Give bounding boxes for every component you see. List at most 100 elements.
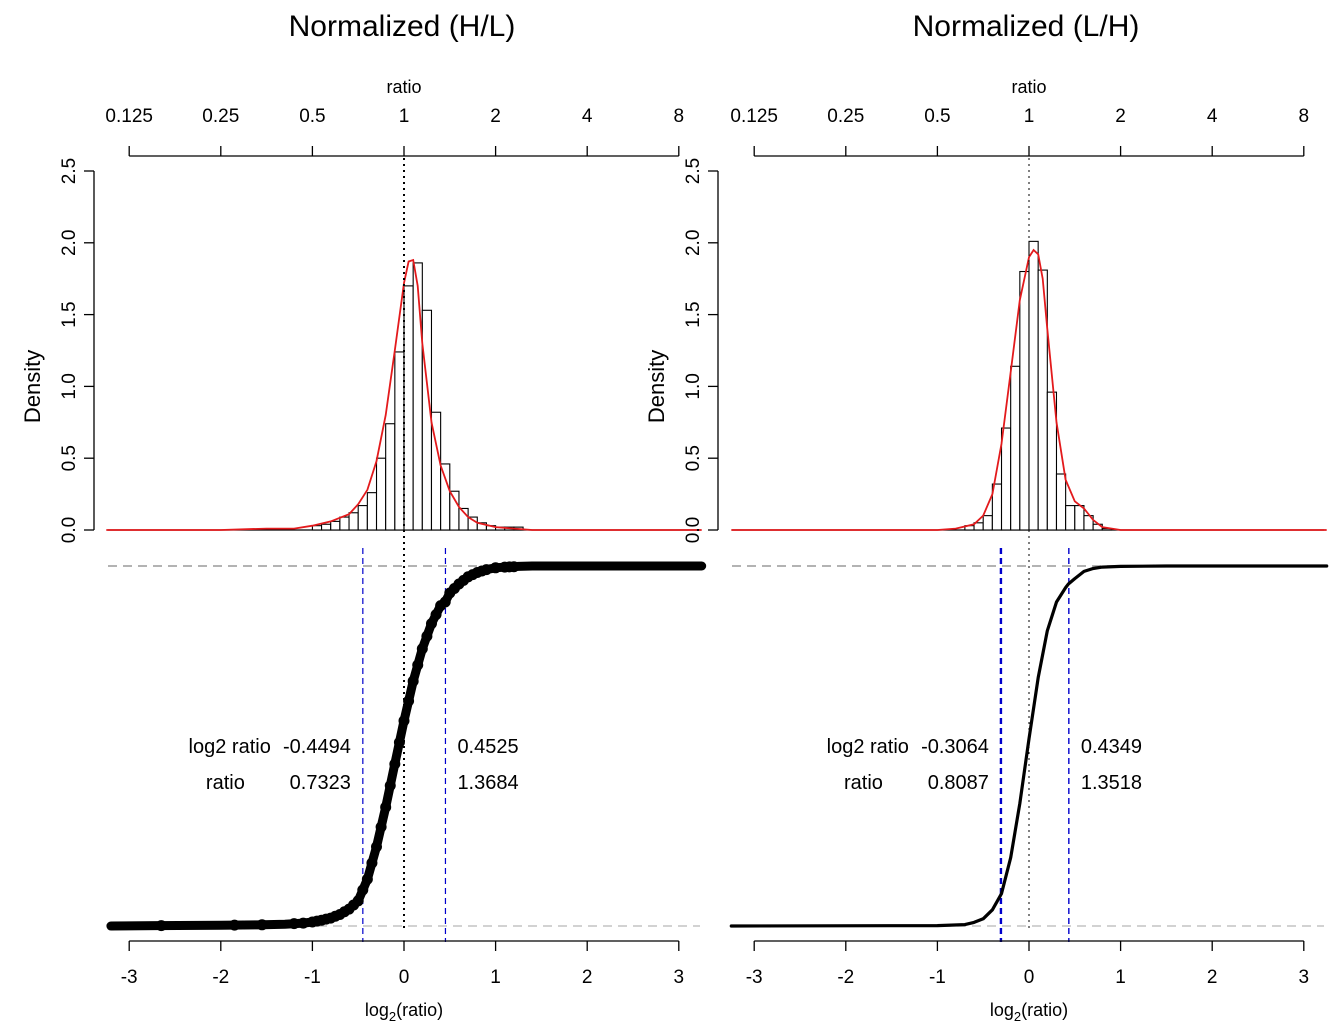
x-axis-tick-label: 2 — [582, 967, 593, 988]
cdf-point — [384, 780, 396, 792]
histogram-bar — [1083, 515, 1094, 531]
x-axis-tick-label: 1 — [1115, 967, 1126, 988]
y-axis-tick-label: 1.5 — [59, 301, 80, 327]
annotation-ratio-high: 1.3684 — [457, 772, 518, 794]
histogram-bar — [385, 423, 396, 531]
cdf-point — [357, 884, 369, 896]
cdf-points — [155, 561, 520, 932]
cdf-point — [412, 659, 424, 671]
cdf-point — [288, 918, 300, 930]
cdf-point — [421, 630, 433, 642]
cdf-point — [407, 675, 419, 687]
density-curve — [106, 258, 702, 531]
cdf-point — [155, 920, 167, 932]
density-curve — [731, 248, 1327, 531]
cdf-point — [380, 801, 392, 813]
chart-title: Normalized (H/L) — [289, 10, 516, 43]
histogram-bar — [440, 463, 451, 531]
y-axis-tick-label: 0.5 — [59, 445, 80, 471]
y-axis-tick-label: 2.0 — [683, 230, 704, 256]
chart-panel-right: Normalized (L/H) 0.125 0.25 0.5 1 2 4 8 ratio 0.0… — [644, 10, 1329, 1024]
cdf-point — [425, 618, 437, 630]
y-axis: 0.0 0.5 1.0 1.5 2.0 2.5 Density — [20, 158, 95, 543]
top-ratio-axis: 0.125 0.25 0.5 1 2 4 8 ratio — [105, 77, 685, 157]
annotation-ratio-label: ratio — [206, 772, 245, 794]
y-axis-label: Density — [20, 350, 45, 423]
histogram-bar — [449, 490, 460, 531]
annotation-log2-low: -0.4494 — [283, 736, 351, 758]
top-axis-label: ratio — [386, 77, 421, 97]
y-axis-tick-label: 1.5 — [683, 301, 704, 327]
histogram-bar — [1000, 427, 1012, 531]
annotation-ratio-high: 1.3518 — [1081, 772, 1142, 794]
histogram-bar — [321, 523, 332, 531]
top-axis-tick-label: 2 — [490, 106, 501, 127]
cdf-point — [403, 695, 415, 707]
histogram-bar — [421, 309, 433, 531]
y-axis-tick-label: 0.0 — [59, 517, 80, 543]
x-axis-tick-label: -3 — [746, 967, 763, 988]
annotation-log2-high: 0.4349 — [1081, 736, 1142, 758]
top-axis-tick-label: 0.125 — [730, 106, 778, 127]
histogram-bar — [394, 351, 405, 531]
top-axis-tick-label: 4 — [1207, 106, 1218, 127]
annotation-log2-high: 0.4525 — [457, 736, 518, 758]
y-axis-label: Density — [644, 350, 669, 423]
histogram-bar — [1010, 365, 1021, 531]
y-axis-tick-label: 2.0 — [59, 230, 80, 256]
top-axis-tick-label: 8 — [674, 106, 685, 127]
x-axis-label-subscript: 2 — [1014, 1009, 1021, 1024]
top-axis-tick-label: 4 — [582, 106, 593, 127]
x-axis-tick-label: 0 — [1024, 967, 1035, 988]
histogram-bar — [1019, 270, 1030, 531]
top-axis-tick-label: 2 — [1115, 106, 1126, 127]
histogram-bar — [366, 492, 378, 531]
x-axis-label-subscript: 2 — [389, 1009, 396, 1024]
histogram-bar — [1028, 240, 1039, 531]
chart-title: Normalized (L/H) — [913, 10, 1140, 43]
x-axis-tick-label: -1 — [304, 967, 321, 988]
y-axis-tick-label: 2.5 — [59, 158, 80, 184]
x-axis-label-paren: (ratio) — [396, 1000, 443, 1020]
annotation-ratio-low: 0.7323 — [290, 772, 351, 794]
cdf-point — [366, 857, 378, 869]
histogram-bar — [375, 457, 387, 531]
cdf-point — [430, 609, 442, 621]
histogram-bars — [964, 240, 1112, 531]
x-axis-label-base: log — [990, 1000, 1014, 1020]
top-axis-tick-label: 0.25 — [827, 106, 864, 127]
cdf-point — [508, 561, 520, 573]
y-axis: 0.0 0.5 1.0 1.5 2.0 2.5 Density — [644, 158, 719, 543]
x-axis-tick-label: 1 — [490, 967, 501, 988]
top-axis-tick-label: 0.125 — [105, 106, 153, 127]
histogram-bar — [357, 505, 368, 531]
x-axis-label: log2(ratio) — [365, 1000, 443, 1024]
cdf-point — [256, 919, 268, 931]
x-axis-tick-label: -3 — [121, 967, 138, 988]
cdf-point — [371, 841, 383, 853]
cdf-point — [352, 895, 364, 907]
histogram-bar — [1055, 473, 1067, 531]
cdf-point — [393, 736, 405, 748]
cdf-point — [480, 564, 492, 576]
histogram-bar — [403, 285, 414, 531]
top-axis-label: ratio — [1011, 77, 1046, 97]
histogram-bar — [982, 515, 993, 531]
annotation-ratio-low: 0.8087 — [928, 772, 989, 794]
y-axis-tick-label: 0.0 — [683, 517, 704, 543]
top-axis-tick-label: 0.5 — [924, 106, 950, 127]
top-axis-tick-label: 8 — [1299, 106, 1310, 127]
histogram-bar — [1046, 391, 1058, 531]
cdf-point — [490, 562, 502, 574]
x-axis-label: log2(ratio) — [990, 1000, 1068, 1024]
x-axis-label-paren: (ratio) — [1021, 1000, 1068, 1020]
x-axis-tick-label: 0 — [399, 967, 410, 988]
y-axis-tick-label: 2.5 — [683, 158, 704, 184]
cutoff-annotations: log2 ratio -0.3064 0.4349 ratio 0.8087 1.3518 — [827, 736, 1142, 794]
cdf-point — [297, 917, 309, 929]
histogram-bar — [1074, 505, 1085, 531]
top-axis-tick-label: 0.5 — [299, 106, 325, 127]
histogram-bar — [311, 525, 323, 531]
